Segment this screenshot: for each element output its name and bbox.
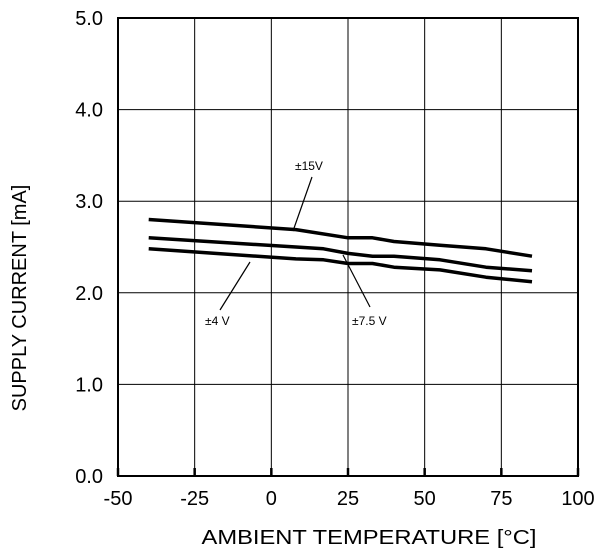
x-tick-label: -25 [180,488,209,510]
y-tick-label: 4.0 [75,100,103,122]
y-axis-title: SUPPLY CURRENT [mA] [9,185,31,412]
tick-labels: -50 -25 0 25 50 75 100 0.0 1.0 2.0 3.0 4.0 5.0 [75,8,595,510]
x-tick-label: 50 [414,488,436,510]
series-label-leader [342,254,371,308]
y-tick-label: 5.0 [75,8,103,30]
series-lines [148,217,533,284]
series-line [148,247,533,284]
x-tick-label: 0 [266,488,277,510]
series-label: ±7.5 V [352,314,387,328]
x-tick-label: 100 [561,488,594,510]
axis-ticks [116,468,580,476]
series-annotations: ±15V ±7.5 V ±4 V [205,159,387,328]
series-label-leader [292,176,313,232]
series-line [148,236,533,273]
grid [118,18,578,476]
series-label-leader [219,261,251,311]
y-tick-label: 0.0 [75,466,103,488]
y-tick-label: 3.0 [75,191,103,213]
series-label: ±15V [295,159,323,173]
series-label: ±4 V [205,314,230,328]
x-tick-label: 75 [490,488,512,510]
x-tick-label: -50 [104,488,133,510]
x-axis-title: AMBIENT TEMPERATURE [°C] [202,527,537,549]
y-tick-label: 2.0 [75,283,103,305]
x-tick-label: 25 [337,488,359,510]
y-tick-label: 1.0 [75,374,103,396]
series-line [148,217,533,258]
